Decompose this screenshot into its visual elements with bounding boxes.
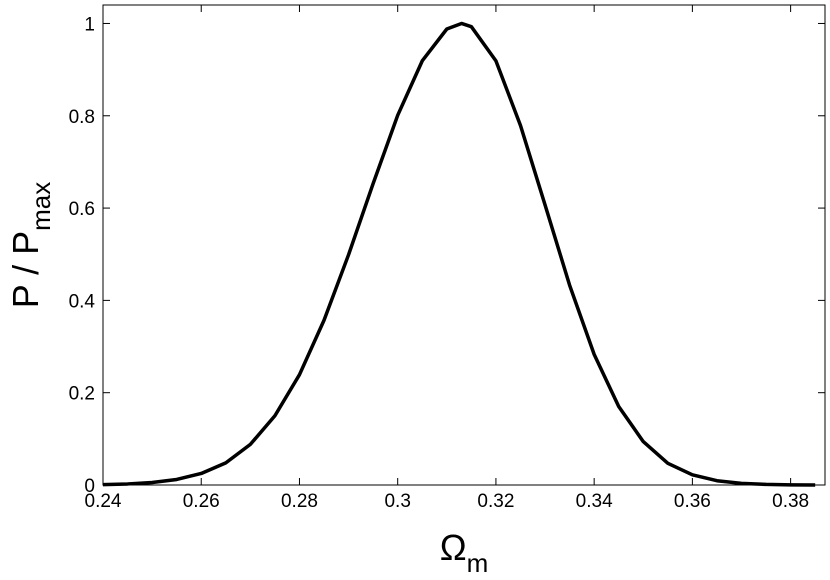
y-tick-label: 0.2 [69,384,95,405]
x-label-sub: m [467,548,489,578]
x-tick-label: 0.38 [772,491,809,512]
x-tick-label: 0.28 [281,491,318,512]
y-tick-label: 0.4 [69,291,96,312]
y-tick-label: 0.6 [69,199,95,220]
x-tick-label: 0.34 [576,491,613,512]
y-tick-label: 0.8 [69,107,95,128]
data-line [102,21,816,487]
y-axis-label: P / Pmax [5,182,56,309]
y-label-sub: max [26,182,56,231]
x-tick-label: 0.32 [477,491,514,512]
y-label-main: P / P [5,231,46,308]
plot-frame [102,4,826,486]
x-axis-label: Ωm [440,527,489,578]
x-label-main: Ω [440,527,467,568]
x-tick-label: 0.3 [384,491,410,512]
y-tick-label: 0 [84,476,95,497]
y-tick-label: 1 [84,14,95,35]
x-tick-label: 0.24 [85,491,122,512]
x-tick-label: 0.26 [183,491,220,512]
x-tick-label: 0.36 [674,491,711,512]
